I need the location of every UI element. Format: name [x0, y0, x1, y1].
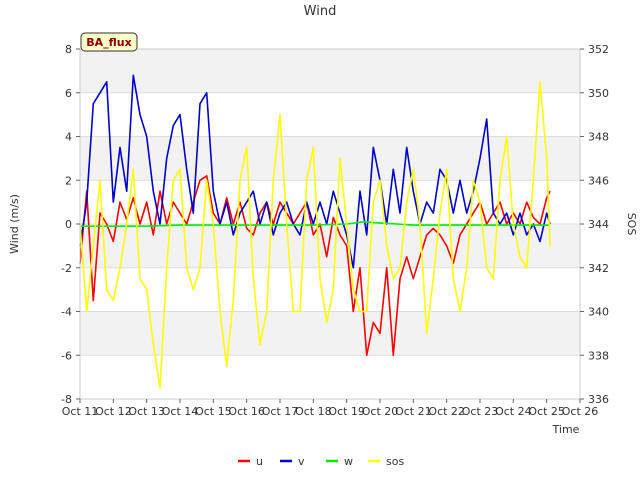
x-tick-label: Oct 25: [528, 405, 565, 418]
y2-tick-label: 340: [588, 306, 609, 319]
y-tick-label: -4: [61, 306, 72, 319]
plot-band: [80, 49, 580, 93]
series-line-u: [79, 175, 551, 357]
site-badge: BA_flux: [80, 32, 138, 52]
x-tick-label: Oct 14: [162, 405, 199, 418]
legend-label-w: w: [344, 455, 353, 468]
y-axis-label: Wind (m/s): [8, 194, 21, 254]
x-tick-label: Oct 19: [328, 405, 365, 418]
plot-band: [80, 92, 580, 137]
y-tick-label: 8: [65, 43, 72, 56]
x-tick-label: Oct 12: [95, 405, 132, 418]
x-tick-label: Oct 22: [428, 405, 465, 418]
y-tick-label: 0: [65, 218, 72, 231]
x-tick-label: Oct 26: [562, 405, 599, 418]
legend-label-sos: sos: [386, 455, 404, 468]
x-tick-label: Oct 21: [395, 405, 432, 418]
legend-label-v: v: [298, 455, 305, 468]
y-tick-label: -2: [61, 262, 72, 275]
plot-band: [80, 355, 580, 399]
y-tick-label: -6: [61, 349, 72, 362]
x-tick-label: Oct 24: [495, 405, 532, 418]
x-axis-label: Time: [552, 423, 580, 436]
y2-axis-label: SOS: [625, 213, 638, 236]
y2-tick-label: 336: [588, 393, 609, 406]
x-tick-label: Oct 11: [62, 405, 99, 418]
series-layer: [79, 74, 551, 389]
x-tick-label: Oct 18: [295, 405, 332, 418]
legend: u v w sos: [238, 455, 404, 468]
y-tick-label: 6: [65, 87, 72, 100]
y2-tick-label: 352: [588, 43, 609, 56]
y2-tick-label: 350: [588, 87, 609, 100]
y2-tick-label: 346: [588, 174, 609, 187]
x-tick-label: Oct 13: [128, 405, 165, 418]
y2-tick-label: 344: [588, 218, 609, 231]
x-tick-label: Oct 16: [228, 405, 265, 418]
y-tick-label: 2: [65, 174, 72, 187]
series-line-w: [80, 221, 550, 227]
plot-band: [80, 224, 580, 268]
y-axis-ticks: -8 -6 -4 -2 0 2 4 6 8: [61, 43, 80, 406]
chart-title: Wind: [304, 4, 337, 19]
x-tick-label: Oct 17: [262, 405, 299, 418]
legend-label-u: u: [256, 455, 263, 468]
site-badge-text: BA_flux: [86, 36, 131, 49]
y2-tick-label: 342: [588, 262, 609, 275]
y2-tick-label: 348: [588, 131, 609, 144]
y-tick-label: 4: [65, 131, 72, 144]
plot-band: [80, 136, 580, 181]
y-tick-label: -8: [61, 393, 72, 406]
series-line-sos: [79, 81, 551, 389]
x-tick-label: Oct 15: [195, 405, 232, 418]
x-tick-label: Oct 20: [362, 405, 399, 418]
y2-axis-ticks: 336 338 340 342 344 346 348 350 352: [580, 43, 609, 406]
y2-tick-label: 338: [588, 349, 609, 362]
x-tick-label: Oct 23: [462, 405, 499, 418]
plot-band: [80, 311, 580, 356]
site-badge-box: [80, 32, 138, 52]
